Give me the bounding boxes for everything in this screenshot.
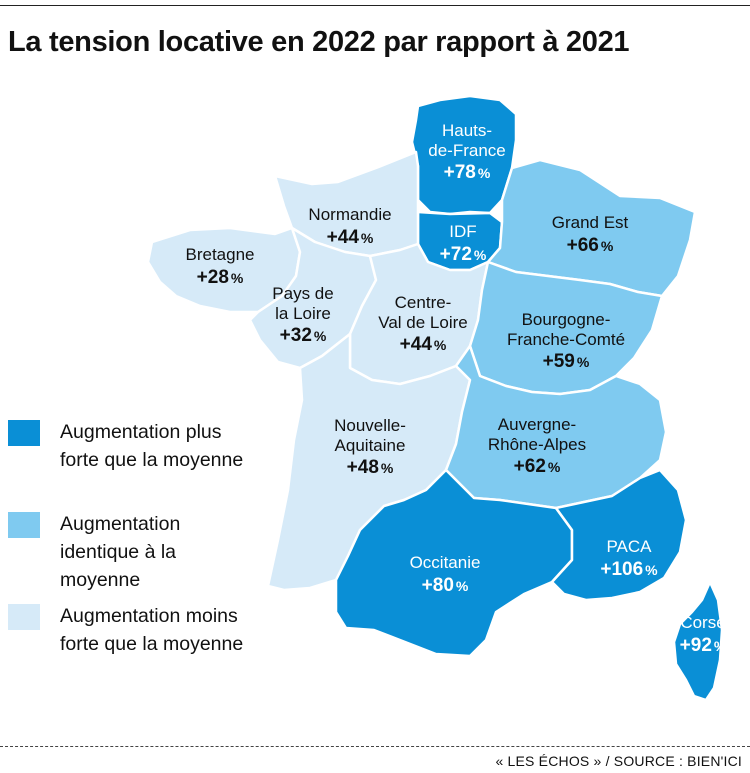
region-value: +106% [600, 558, 658, 580]
region-name: Normandie [308, 205, 392, 224]
region-name: Grand Est [551, 213, 629, 232]
region-name: Val de Loire [378, 312, 468, 332]
source-credit: « LES ÉCHOS » / SOURCE : BIEN'ICI [495, 753, 742, 769]
region-paca [550, 468, 688, 602]
region-name: Hauts- [441, 121, 493, 140]
legend-label: Augmentation moins forte que la moyenne [60, 605, 244, 655]
label-paca: PACA +106% [600, 537, 657, 580]
region-name: Occitanie [409, 553, 481, 572]
region-value: +72% [439, 243, 487, 265]
label-corse: Corse +92% [680, 613, 727, 656]
label-nouvelle-aquitaine: Nouvelle- Aquitaine +48% [334, 416, 406, 479]
label-idf: IDF +72% [440, 222, 487, 265]
label-centre-val-de-loire: Centre- Val de Loire +44% [378, 293, 467, 356]
region-name: la Loire [275, 303, 331, 323]
region-name: de-France [428, 140, 506, 160]
label-normandie: Normandie +44% [308, 205, 391, 248]
region-corse [672, 580, 724, 702]
legend-swatch [8, 420, 40, 446]
map-title: La tension locative en 2022 par rapport … [8, 26, 630, 58]
region-name: Franche-Comté [506, 329, 626, 349]
label-bourgogne-franche-comte: Bourgogne- Franche-Comté +59% [507, 310, 625, 373]
region-name: Auvergne- [497, 415, 577, 434]
region-name: Aquitaine [334, 435, 406, 455]
region-name: Nouvelle- [334, 416, 406, 435]
legend-swatch [8, 604, 40, 630]
region-name: IDF [449, 222, 477, 241]
label-pays-de-la-loire: Pays de la Loire +32% [272, 284, 333, 347]
region-name: Bourgogne- [521, 310, 611, 329]
region-name: Bretagne [185, 245, 255, 264]
region-auvergne-rhone-alpes [444, 344, 668, 510]
region-name: Centre- [394, 293, 452, 312]
region-occitanie [334, 468, 574, 658]
region-value: +78% [443, 162, 491, 184]
region-value: +80% [421, 574, 469, 596]
label-bretagne: Bretagne +28% [186, 245, 255, 288]
region-value: +92% [679, 634, 727, 656]
label-auvergne-rhone-alpes: Auvergne- Rhône-Alpes +62% [488, 415, 586, 478]
bottom-rule [0, 746, 750, 747]
legend-item-same: Augmentation identique à la moyenne [8, 510, 248, 602]
region-value: +59% [542, 351, 590, 373]
label-hauts-de-france: Hauts- de-France +78% [428, 121, 505, 184]
region-name: Corse [680, 613, 726, 632]
region-name: PACA [606, 537, 652, 556]
region-value: +66% [566, 234, 614, 256]
region-name: Rhône-Alpes [487, 434, 587, 454]
top-rule [0, 5, 750, 6]
region-name: Pays de [272, 284, 334, 303]
legend-item-weak: Augmentation moins forte que la moyenne [8, 602, 248, 694]
region-value: +32% [279, 325, 327, 347]
map-legend: Augmentation plus forte que la moyenne A… [8, 418, 248, 694]
region-value: +44% [399, 334, 447, 356]
legend-label: Augmentation plus forte que la moyenne [60, 421, 244, 471]
label-occitanie: Occitanie +80% [410, 553, 481, 596]
label-grand-est: Grand Est +66% [552, 213, 629, 256]
legend-swatch [8, 512, 40, 538]
legend-item-strong: Augmentation plus forte que la moyenne [8, 418, 248, 510]
region-value: +48% [346, 457, 394, 479]
region-value: +44% [326, 226, 374, 248]
region-value: +28% [196, 266, 244, 288]
legend-label: Augmentation identique à la moyenne [60, 513, 181, 591]
region-value: +62% [513, 456, 561, 478]
